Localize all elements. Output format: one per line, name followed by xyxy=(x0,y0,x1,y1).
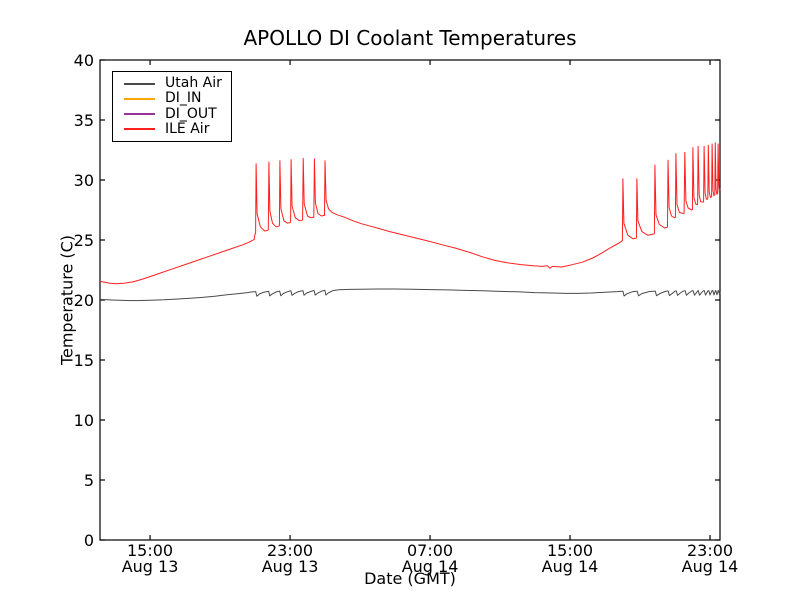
x-tick-time: 15:00 xyxy=(546,541,594,560)
x-axis-label: Date (GMT) xyxy=(364,569,456,588)
legend-entry: Utah Air xyxy=(124,76,231,91)
chart-title: APOLLO DI Coolant Temperatures xyxy=(243,26,577,50)
legend-label: ILE Air xyxy=(165,120,210,137)
legend-label: Utah Air xyxy=(165,75,222,92)
x-tick-date: Aug 13 xyxy=(121,557,179,576)
legend-entry: DI_OUT xyxy=(124,105,231,122)
legend-entry: DI_IN xyxy=(124,91,231,106)
x-tick-time: 15:00 xyxy=(126,541,174,560)
y-tick-label: 10 xyxy=(73,410,94,430)
y-tick-label: 5 xyxy=(83,470,94,490)
legend-line-swatch xyxy=(124,97,155,100)
y-tick-label: 40 xyxy=(73,50,94,70)
legend-label: DI_OUT xyxy=(165,105,217,122)
x-tick-label: 15:00 Aug 13 xyxy=(105,543,195,575)
legend-line-swatch xyxy=(124,128,155,131)
y-tick-label: 0 xyxy=(83,530,94,550)
y-tick-label: 25 xyxy=(73,230,94,250)
legend-line-swatch xyxy=(124,113,155,116)
y-tick-label: 15 xyxy=(73,350,94,370)
x-tick-time: 23:00 xyxy=(266,541,314,560)
x-tick-time: 23:00 xyxy=(686,541,734,560)
x-tick-date: Aug 14 xyxy=(541,557,599,576)
y-tick-label: 35 xyxy=(73,110,94,130)
x-tick-label: 23:00 Aug 14 xyxy=(665,543,755,575)
x-tick-label: 23:00 Aug 13 xyxy=(245,543,335,575)
x-tick-label: 15:00 Aug 14 xyxy=(525,543,615,575)
x-tick-date: Aug 14 xyxy=(681,557,739,576)
y-tick-label: 20 xyxy=(73,290,94,310)
x-tick-date: Aug 13 xyxy=(261,557,319,576)
series-line-utah-air xyxy=(99,288,721,302)
series-line-ile-air xyxy=(99,142,721,285)
legend: Utah Air DI_IN DI_OUT ILE Air xyxy=(112,71,232,142)
legend-label: DI_IN xyxy=(165,90,202,107)
x-tick-date: Aug 14 xyxy=(401,557,459,576)
y-tick-label: 30 xyxy=(73,170,94,190)
legend-line-swatch xyxy=(124,82,155,85)
x-tick-time: 07:00 xyxy=(406,541,454,560)
legend-entry: ILE Air xyxy=(124,120,231,137)
x-tick-label: 07:00 Aug 14 xyxy=(385,543,475,575)
